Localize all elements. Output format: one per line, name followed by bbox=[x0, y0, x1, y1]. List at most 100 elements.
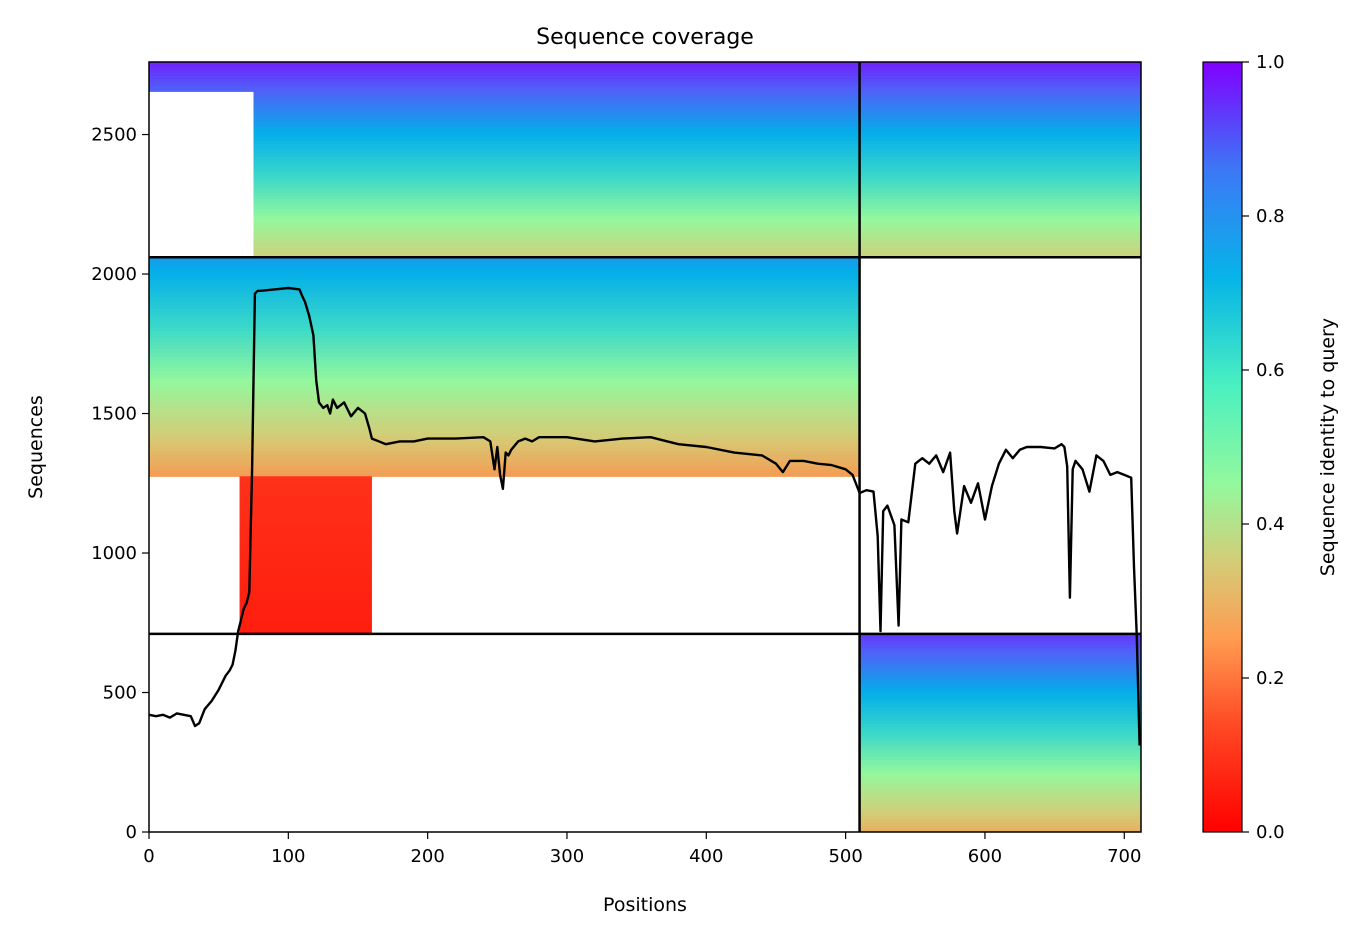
coverage-band bbox=[239, 534, 372, 538]
coverage-band bbox=[859, 657, 1141, 661]
coverage-band bbox=[149, 363, 860, 368]
coverage-band bbox=[859, 676, 1141, 681]
coverage-band bbox=[859, 693, 1141, 698]
coverage-band bbox=[149, 304, 860, 309]
coverage-band bbox=[253, 218, 1141, 223]
coverage-band bbox=[253, 127, 1141, 131]
x-tick-label: 700 bbox=[1107, 846, 1141, 867]
coverage-band bbox=[859, 637, 1141, 642]
coverage-band bbox=[149, 381, 860, 386]
coverage-band bbox=[239, 552, 372, 556]
coverage-band bbox=[253, 120, 1141, 125]
y-axis: 0 500 1000 1500 2000 2500 bbox=[91, 125, 149, 843]
y-tick-label: 2000 bbox=[91, 264, 137, 285]
coverage-band bbox=[149, 319, 860, 324]
coverage-band bbox=[149, 436, 860, 441]
coverage-band bbox=[149, 78, 1141, 83]
coverage-band bbox=[239, 518, 372, 522]
coverage-band bbox=[239, 594, 372, 598]
coverage-band bbox=[253, 198, 1141, 203]
coverage-band bbox=[253, 188, 1141, 193]
colorbar-tick-label: 0.0 bbox=[1256, 822, 1285, 843]
coverage-band bbox=[253, 250, 1141, 255]
coverage-band bbox=[149, 366, 860, 372]
coverage-band bbox=[859, 825, 1141, 830]
coverage-band bbox=[239, 599, 372, 603]
coverage-band bbox=[859, 772, 1141, 777]
coverage-band bbox=[149, 355, 860, 361]
coverage-band bbox=[239, 591, 372, 596]
coverage-band bbox=[859, 666, 1141, 671]
coverage-band bbox=[149, 308, 860, 313]
coverage-band bbox=[149, 257, 860, 262]
coverage-band bbox=[859, 653, 1141, 658]
coverage-band bbox=[859, 795, 1141, 800]
x-tick-label: 300 bbox=[550, 846, 584, 867]
coverage-band bbox=[239, 520, 372, 525]
coverage-band bbox=[859, 792, 1141, 797]
coverage-band bbox=[253, 133, 1141, 138]
coverage-band bbox=[239, 618, 372, 622]
coverage-band bbox=[239, 584, 372, 588]
coverage-band bbox=[253, 224, 1141, 229]
coverage-band bbox=[859, 739, 1141, 744]
coverage-band bbox=[239, 555, 372, 559]
coverage-band bbox=[239, 492, 372, 496]
coverage-band bbox=[149, 439, 860, 445]
colorbar-tick-label: 0.6 bbox=[1256, 360, 1285, 381]
coverage-band bbox=[239, 570, 372, 575]
coverage-band bbox=[859, 802, 1141, 807]
coverage-band bbox=[239, 507, 372, 512]
coverage-band bbox=[253, 91, 1141, 96]
x-tick-label: 400 bbox=[689, 846, 723, 867]
coverage-band bbox=[859, 726, 1141, 731]
y-tick-label: 1000 bbox=[91, 543, 137, 564]
coverage-band bbox=[253, 241, 1141, 245]
colorbar bbox=[1202, 61, 1243, 833]
coverage-band bbox=[253, 117, 1141, 122]
coverage-band bbox=[859, 775, 1141, 780]
coverage-band bbox=[149, 410, 860, 415]
chart-title: Sequence coverage bbox=[536, 25, 754, 50]
coverage-band bbox=[239, 610, 372, 614]
colorbar-tick-label: 0.4 bbox=[1256, 514, 1285, 535]
coverage-band bbox=[253, 205, 1141, 210]
coverage-band bbox=[239, 562, 372, 567]
coverage-band bbox=[239, 494, 372, 498]
coverage-band bbox=[859, 643, 1141, 648]
coverage-band bbox=[239, 565, 372, 569]
coverage-band bbox=[149, 326, 860, 331]
coverage-band bbox=[859, 633, 1141, 638]
coverage-band bbox=[859, 808, 1141, 813]
coverage-band bbox=[859, 650, 1141, 655]
coverage-band bbox=[253, 149, 1141, 154]
coverage-band bbox=[149, 75, 1141, 79]
colorbar-tick-label: 0.8 bbox=[1256, 206, 1285, 227]
coverage-band bbox=[239, 476, 372, 480]
x-axis: 0 100 200 300 400 500 600 700 bbox=[143, 832, 1141, 867]
coverage-band bbox=[859, 696, 1141, 701]
coverage-band bbox=[239, 578, 372, 582]
coverage-band bbox=[149, 293, 860, 299]
coverage-band bbox=[253, 104, 1141, 109]
coverage-band bbox=[253, 201, 1141, 206]
coverage-band bbox=[859, 759, 1141, 764]
coverage-band bbox=[239, 586, 372, 590]
plot-area bbox=[149, 62, 1141, 832]
coverage-band bbox=[149, 282, 860, 288]
coverage-band bbox=[253, 237, 1141, 242]
coverage-band bbox=[149, 385, 860, 390]
coverage-band bbox=[149, 84, 1141, 89]
coverage-band bbox=[239, 531, 372, 535]
coverage-band bbox=[239, 526, 372, 530]
coverage-band bbox=[253, 182, 1141, 187]
coverage-band bbox=[149, 377, 860, 382]
coverage-band bbox=[149, 88, 1141, 92]
coverage-band bbox=[239, 568, 372, 572]
coverage-blocks bbox=[149, 62, 1141, 832]
x-tick-label: 600 bbox=[968, 846, 1002, 867]
coverage-band bbox=[149, 65, 1141, 70]
coverage-band bbox=[149, 301, 860, 306]
coverage-band bbox=[149, 348, 860, 353]
coverage-band bbox=[253, 169, 1141, 174]
